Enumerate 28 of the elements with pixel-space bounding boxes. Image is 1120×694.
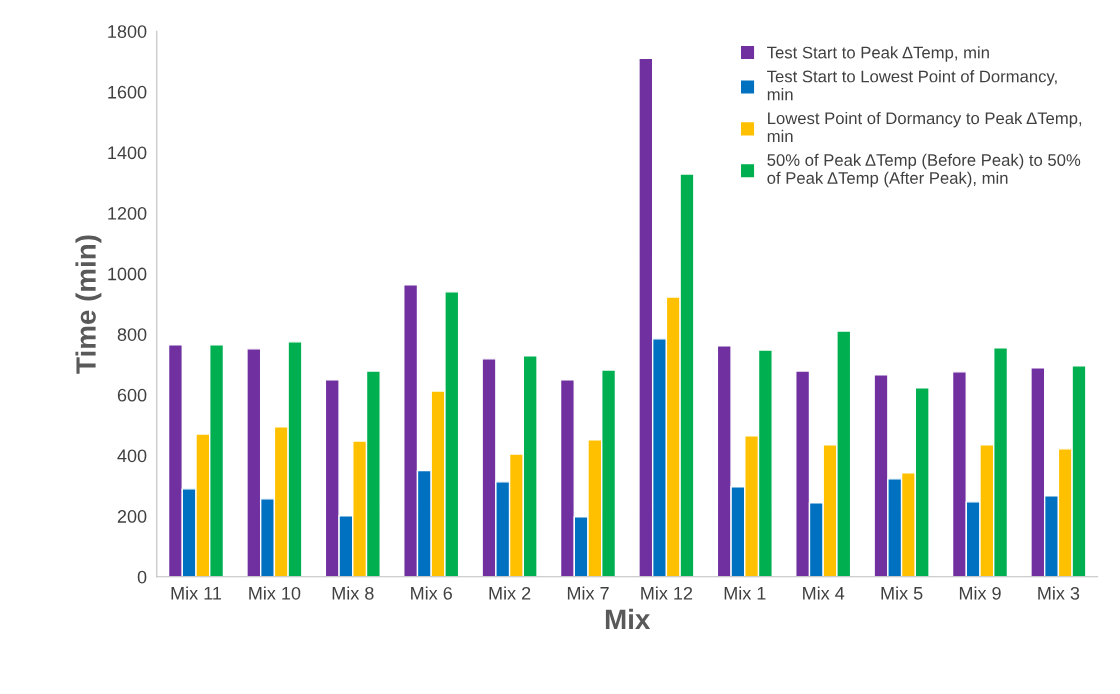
y-tick-label: 1600 bbox=[108, 85, 147, 99]
y-tick-label: 400 bbox=[117, 449, 147, 463]
legend-label: 50% of Peak ΔTemp (Before Peak) to 50% of Peak ΔTemp (After Peak), min bbox=[767, 153, 1081, 188]
x-axis-title: Mix bbox=[605, 608, 651, 629]
x-tick-label: Mix 5 bbox=[881, 586, 923, 600]
x-tick-label: Mix 1 bbox=[724, 586, 766, 600]
y-tick-label: 200 bbox=[117, 510, 147, 523]
x-tick-label: Mix 9 bbox=[959, 586, 1001, 600]
y-tick-label: 600 bbox=[117, 388, 147, 402]
x-tick-label: Mix 10 bbox=[249, 586, 301, 600]
y-tick-label: 1200 bbox=[108, 206, 147, 220]
y-tick-label: 1800 bbox=[108, 25, 147, 38]
x-tick-label: Mix 11 bbox=[171, 586, 222, 600]
legend-label: Test Start to Lowest Point of Dormancy, min bbox=[767, 70, 1057, 101]
legend-label: Test Start to Peak ΔTemp, min bbox=[767, 46, 989, 62]
y-tick-label: 1000 bbox=[108, 267, 147, 281]
legend-label: Lowest Point of Dormancy to Peak ΔTemp, min bbox=[767, 111, 1082, 142]
x-tick-label: Mix 3 bbox=[1038, 586, 1080, 600]
x-tick-label: Mix 7 bbox=[567, 586, 609, 600]
x-tick-label: Mix 4 bbox=[803, 586, 845, 600]
x-tick-label: Mix 6 bbox=[411, 586, 452, 600]
x-tick-label: Mix 12 bbox=[641, 586, 693, 600]
y-axis-title: Time (min) bbox=[75, 235, 102, 374]
y-tick-label: 800 bbox=[117, 328, 147, 341]
x-tick-label: Mix 2 bbox=[489, 586, 531, 600]
x-tick-label: Mix 8 bbox=[332, 586, 374, 600]
y-tick-label: 0 bbox=[137, 570, 147, 584]
y-tick-label: 1400 bbox=[108, 146, 147, 160]
